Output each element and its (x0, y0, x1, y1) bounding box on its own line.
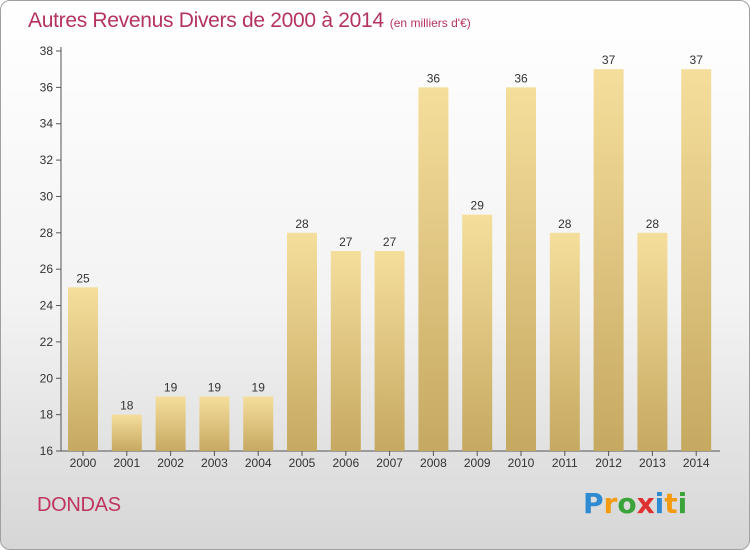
x-tick-label: 2005 (289, 456, 316, 470)
data-label-2007: 27 (383, 235, 397, 249)
logo-letter: P (583, 487, 604, 520)
bar-2002 (155, 396, 186, 451)
data-label-2014: 37 (690, 53, 704, 67)
x-tick-label: 2011 (552, 456, 578, 470)
bar-2012 (593, 69, 624, 451)
bars (68, 69, 712, 451)
x-tick-label: 2008 (420, 456, 447, 470)
x-tick-label: 2002 (157, 456, 184, 470)
x-tick-label: 2003 (201, 456, 228, 470)
bar-2003 (199, 396, 230, 451)
data-label-2011: 28 (558, 217, 572, 231)
x-tick-label: 2004 (245, 456, 272, 470)
bar-2004 (243, 396, 274, 451)
bar-2000 (68, 287, 98, 451)
y-tick-label: 16 (40, 444, 54, 458)
bar-2001 (111, 414, 142, 451)
bar-2009 (462, 214, 493, 451)
bar-2011 (549, 232, 580, 451)
data-label-2009: 29 (471, 199, 485, 213)
y-tick-label: 18 (40, 408, 54, 422)
data-label-2000: 25 (76, 271, 90, 285)
x-tick-label: 2007 (376, 456, 403, 470)
chart-title: Autres Revenus Divers de 2000 à 2014 (en … (28, 9, 471, 33)
x-tick-label: 2013 (639, 456, 666, 470)
data-label-2006: 27 (339, 235, 353, 249)
x-tick-label: 2006 (332, 456, 359, 470)
title-unit: (en milliers d'€) (389, 16, 471, 30)
commune-name: DONDAS (37, 494, 121, 516)
bar-2014 (681, 69, 712, 451)
y-tick-label: 38 (40, 44, 54, 58)
y-tick-label: 28 (40, 226, 54, 240)
logo-letter: i (677, 487, 688, 520)
data-label-2003: 19 (208, 380, 222, 394)
data-label-2005: 28 (295, 217, 309, 231)
logo-letter: x (636, 487, 655, 520)
bar-2013 (637, 232, 668, 451)
data-label-2001: 18 (120, 399, 134, 413)
data-label-2002: 19 (164, 380, 178, 394)
data-label-2010: 36 (514, 71, 528, 85)
bar-2008 (418, 87, 449, 451)
data-label-2004: 19 (252, 380, 266, 394)
x-tick-label: 2009 (464, 456, 491, 470)
y-tick-label: 32 (40, 153, 54, 167)
logo-letter: t (664, 487, 678, 520)
y-tick-label: 20 (40, 371, 54, 385)
x-tick-label: 2001 (113, 456, 140, 470)
logo-letter: o (617, 487, 637, 520)
bar-2006 (330, 251, 361, 451)
logo-letter: r (603, 487, 618, 520)
y-tick-label: 24 (40, 299, 54, 313)
x-axis: 2000 2001 2002 2003 2004 2005 2006 2007 2008 2009… (61, 450, 720, 470)
data-label-2012: 37 (602, 53, 616, 67)
logo-letter: i (654, 487, 665, 520)
y-tick-label: 34 (40, 117, 54, 131)
title-text: Autres Revenus Divers de 2000 à 2014 (28, 9, 384, 32)
data-label-2008: 36 (427, 71, 441, 85)
proxiti-logo[interactable]: Proxiti (583, 487, 687, 520)
x-tick-label: 2000 (70, 456, 97, 470)
y-tick-label: 22 (40, 335, 54, 349)
data-labels: 25 18 19 19 19 28 27 27 36 29 36 28 37 28 37 (76, 53, 703, 412)
bar-2007 (374, 251, 405, 451)
y-tick-label: 26 (40, 262, 54, 276)
x-tick-label: 2014 (683, 456, 710, 470)
bar-2010 (506, 87, 536, 451)
x-tick-label: 2012 (595, 456, 622, 470)
bar-2005 (287, 232, 317, 451)
x-tick-label: 2010 (508, 456, 535, 470)
data-label-2013: 28 (646, 217, 660, 231)
y-tick-label: 36 (40, 80, 54, 94)
y-tick-label: 30 (40, 189, 54, 203)
y-axis: 16 18 20 22 24 26 28 30 32 34 36 38 (40, 44, 62, 458)
